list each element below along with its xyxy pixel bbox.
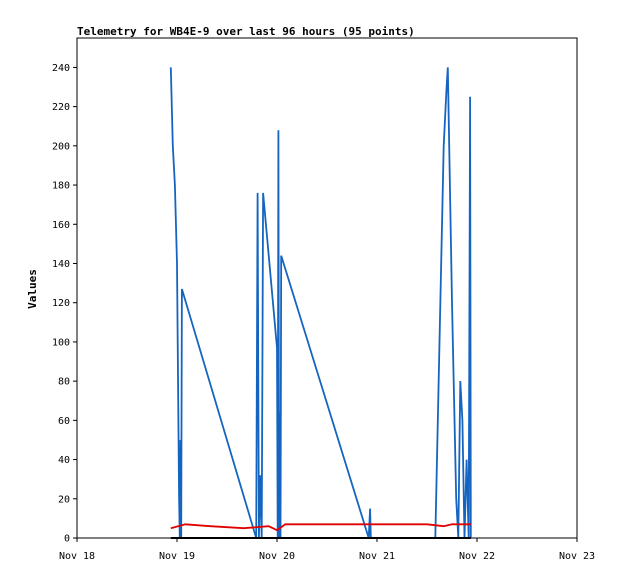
x-tick-label: Nov 21: [359, 551, 395, 562]
plot-area: [76, 37, 578, 539]
y-tick-label: 160: [52, 220, 70, 231]
y-tick-label: 240: [52, 63, 70, 74]
y-tick-label: 60: [58, 416, 70, 427]
y-tick-label: 0: [64, 534, 70, 545]
series-line-1: [169, 67, 472, 539]
y-axis-label: Values: [26, 269, 39, 309]
series-line-2: [170, 523, 471, 532]
y-tick-label: 180: [52, 181, 70, 192]
y-tick-label: 80: [58, 377, 70, 388]
y-tick-label: 140: [52, 259, 70, 270]
x-tick-label: Nov 22: [459, 551, 495, 562]
y-axis: 0 20 40 60 80 100 120 140 160 180 200 220 240: [52, 63, 77, 545]
x-tick-label: Nov 18: [59, 551, 95, 562]
x-tick-label: Nov 20: [259, 551, 295, 562]
x-tick-label: Nov 23: [559, 551, 595, 562]
y-tick-label: 120: [52, 298, 70, 309]
x-axis: Nov 18 Nov 19 Nov 20 Nov 21 Nov 22 Nov 23: [59, 538, 595, 562]
y-tick-label: 40: [58, 455, 70, 466]
y-tick-label: 20: [58, 494, 70, 505]
x-tick-label: Nov 19: [159, 551, 195, 562]
y-tick-label: 220: [52, 102, 70, 113]
y-tick-label: 200: [52, 141, 70, 152]
chart-title: Telemetry for WB4E-9 over last 96 hours …: [77, 25, 415, 38]
series-layer: [169, 67, 472, 539]
y-tick-label: 100: [52, 337, 70, 348]
